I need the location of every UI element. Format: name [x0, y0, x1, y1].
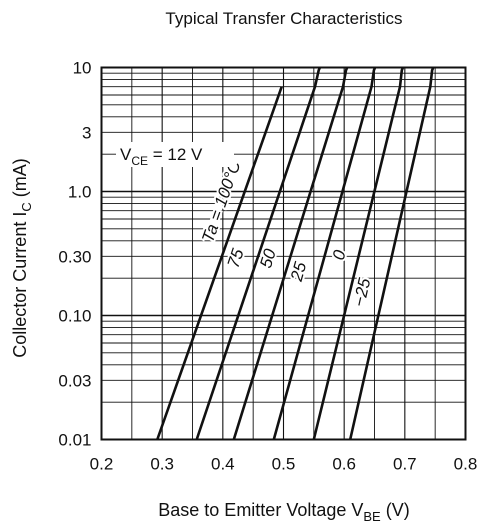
curve-line [348, 66, 435, 440]
curve-line [272, 66, 377, 440]
plot-frame [100, 66, 467, 441]
y-axis-label-main: Collector Current I [10, 212, 30, 358]
x-axis-label: Base to Emitter Voltage VBE (V) [158, 500, 409, 524]
series-label: Ta = 100°C [198, 158, 244, 245]
curve-line [195, 66, 322, 440]
y-axis-label-subscript: C [19, 202, 34, 211]
series-label: 75 [224, 246, 248, 270]
y-axis-label-unit: (mA) [10, 158, 30, 202]
labels: 0.2 0.3 0.4 0.5 0.6 0.7 0.8 10 3 1.0 0.30 0.10 0.03 0… [58, 59, 477, 474]
x-tick-label: 0.2 [90, 455, 114, 474]
grid [101, 67, 466, 440]
series-label: −25 [349, 276, 374, 309]
condition-label-background [116, 142, 234, 167]
y-tick-label: 0.10 [58, 307, 91, 326]
vce-condition-subscript: CE [131, 154, 148, 168]
x-tick-label: 0.7 [393, 455, 417, 474]
curve-line [312, 66, 405, 440]
series-label: 25 [287, 259, 311, 284]
curve-line [156, 86, 283, 440]
y-tick-label: 1.0 [68, 183, 92, 202]
curves [156, 66, 435, 440]
y-tick-label: 10 [73, 59, 92, 78]
x-axis-label-unit: (V) [381, 500, 410, 520]
chart-title: Typical Transfer Characteristics [165, 9, 402, 28]
vce-condition-label: VCE = 12 V [120, 145, 203, 168]
series-label: 0 [329, 248, 350, 262]
x-tick-label: 0.6 [332, 455, 356, 474]
x-tick-label: 0.3 [150, 455, 174, 474]
x-tick-label: 0.5 [272, 455, 296, 474]
y-axis-label: Collector Current IC (mA) [10, 158, 34, 357]
x-axis-label-main: Base to Emitter Voltage V [158, 500, 363, 520]
x-tick-label: 0.8 [454, 455, 478, 474]
vce-condition-main: V [120, 145, 132, 164]
y-tick-label: 3 [82, 123, 91, 142]
x-axis-label-subscript: BE [363, 509, 381, 524]
x-tick-label: 0.4 [211, 455, 235, 474]
y-tick-label: 0.03 [58, 371, 91, 390]
vce-condition-value: = 12 V [148, 145, 203, 164]
y-tick-label: 0.30 [58, 247, 91, 266]
y-tick-label: 0.01 [58, 431, 91, 450]
curve-line [232, 66, 349, 440]
